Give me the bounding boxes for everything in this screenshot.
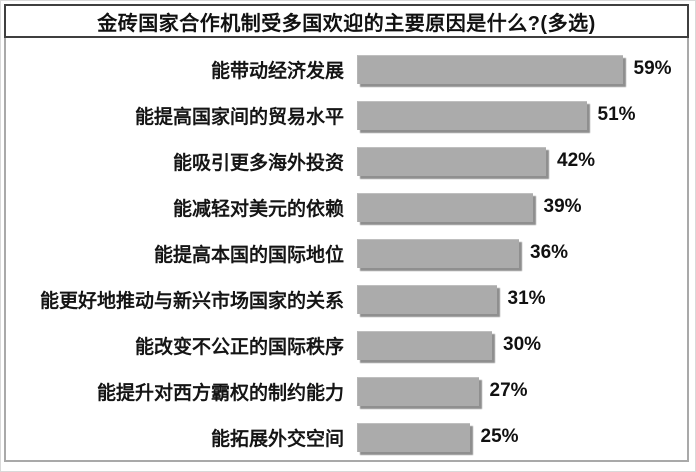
bar-value-label: 42% (557, 150, 596, 171)
bar-value-label: 36% (530, 242, 569, 263)
bar-value-label: 39% (543, 196, 582, 217)
chart-title-box: 金砖国家合作机制受多国欢迎的主要原因是什么?(多选) (4, 4, 689, 38)
bar-value-label: 25% (480, 426, 519, 447)
bar (357, 376, 479, 406)
bar-category-label: 能带动经济发展 (210, 60, 344, 82)
bar-value-label: 27% (489, 380, 528, 401)
bar-category-label: 能改变不公正的国际秩序 (134, 336, 344, 358)
chart-frame: 金砖国家合作机制受多国欢迎的主要原因是什么?(多选) 能带动经济发展 59% 能… (4, 4, 689, 462)
bar-row: 能吸引更多海外投资 42% (6, 138, 687, 184)
bar-category-label: 能提升对西方霸权的制约能力 (96, 382, 344, 404)
bar-rows: 能带动经济发展 59% 能提高国家间的贸易水平 51% 能吸引更多海外投资 42… (6, 38, 687, 460)
bar-row: 能拓展外交空间 25% (6, 414, 687, 460)
bar-row: 能提升对西方霸权的制约能力 27% (6, 368, 687, 414)
bar-category-label: 能拓展外交空间 (210, 428, 344, 450)
bar-row: 能更好地推动与新兴市场国家的关系 31% (6, 276, 687, 322)
bar (357, 192, 533, 222)
bar-row: 能减轻对美元的依赖 39% (6, 184, 687, 230)
bar (357, 284, 497, 314)
bar-category-label: 能吸引更多海外投资 (172, 152, 344, 174)
bar (357, 146, 546, 176)
bar (357, 422, 470, 452)
bar-category-label: 能提高本国的国际地位 (153, 244, 344, 266)
bar-row: 能带动经济发展 59% (6, 46, 687, 92)
bar (357, 238, 519, 268)
chart-title: 金砖国家合作机制受多国欢迎的主要原因是什么?(多选) (97, 12, 596, 35)
bar-row: 能提高本国的国际地位 36% (6, 230, 687, 276)
bar (357, 330, 492, 360)
bar-value-label: 30% (503, 334, 542, 355)
bar-value-label: 31% (507, 288, 546, 309)
bar (357, 100, 587, 130)
bar-row: 能提高国家间的贸易水平 51% (6, 92, 687, 138)
bar-category-label: 能更好地推动与新兴市场国家的关系 (39, 290, 344, 312)
bar-category-label: 能提高国家间的贸易水平 (134, 106, 344, 128)
bar-value-label: 59% (633, 58, 672, 79)
bar-category-label: 能减轻对美元的依赖 (172, 198, 344, 220)
bar-row: 能改变不公正的国际秩序 30% (6, 322, 687, 368)
bar (357, 54, 623, 84)
bar-value-label: 51% (597, 104, 636, 125)
